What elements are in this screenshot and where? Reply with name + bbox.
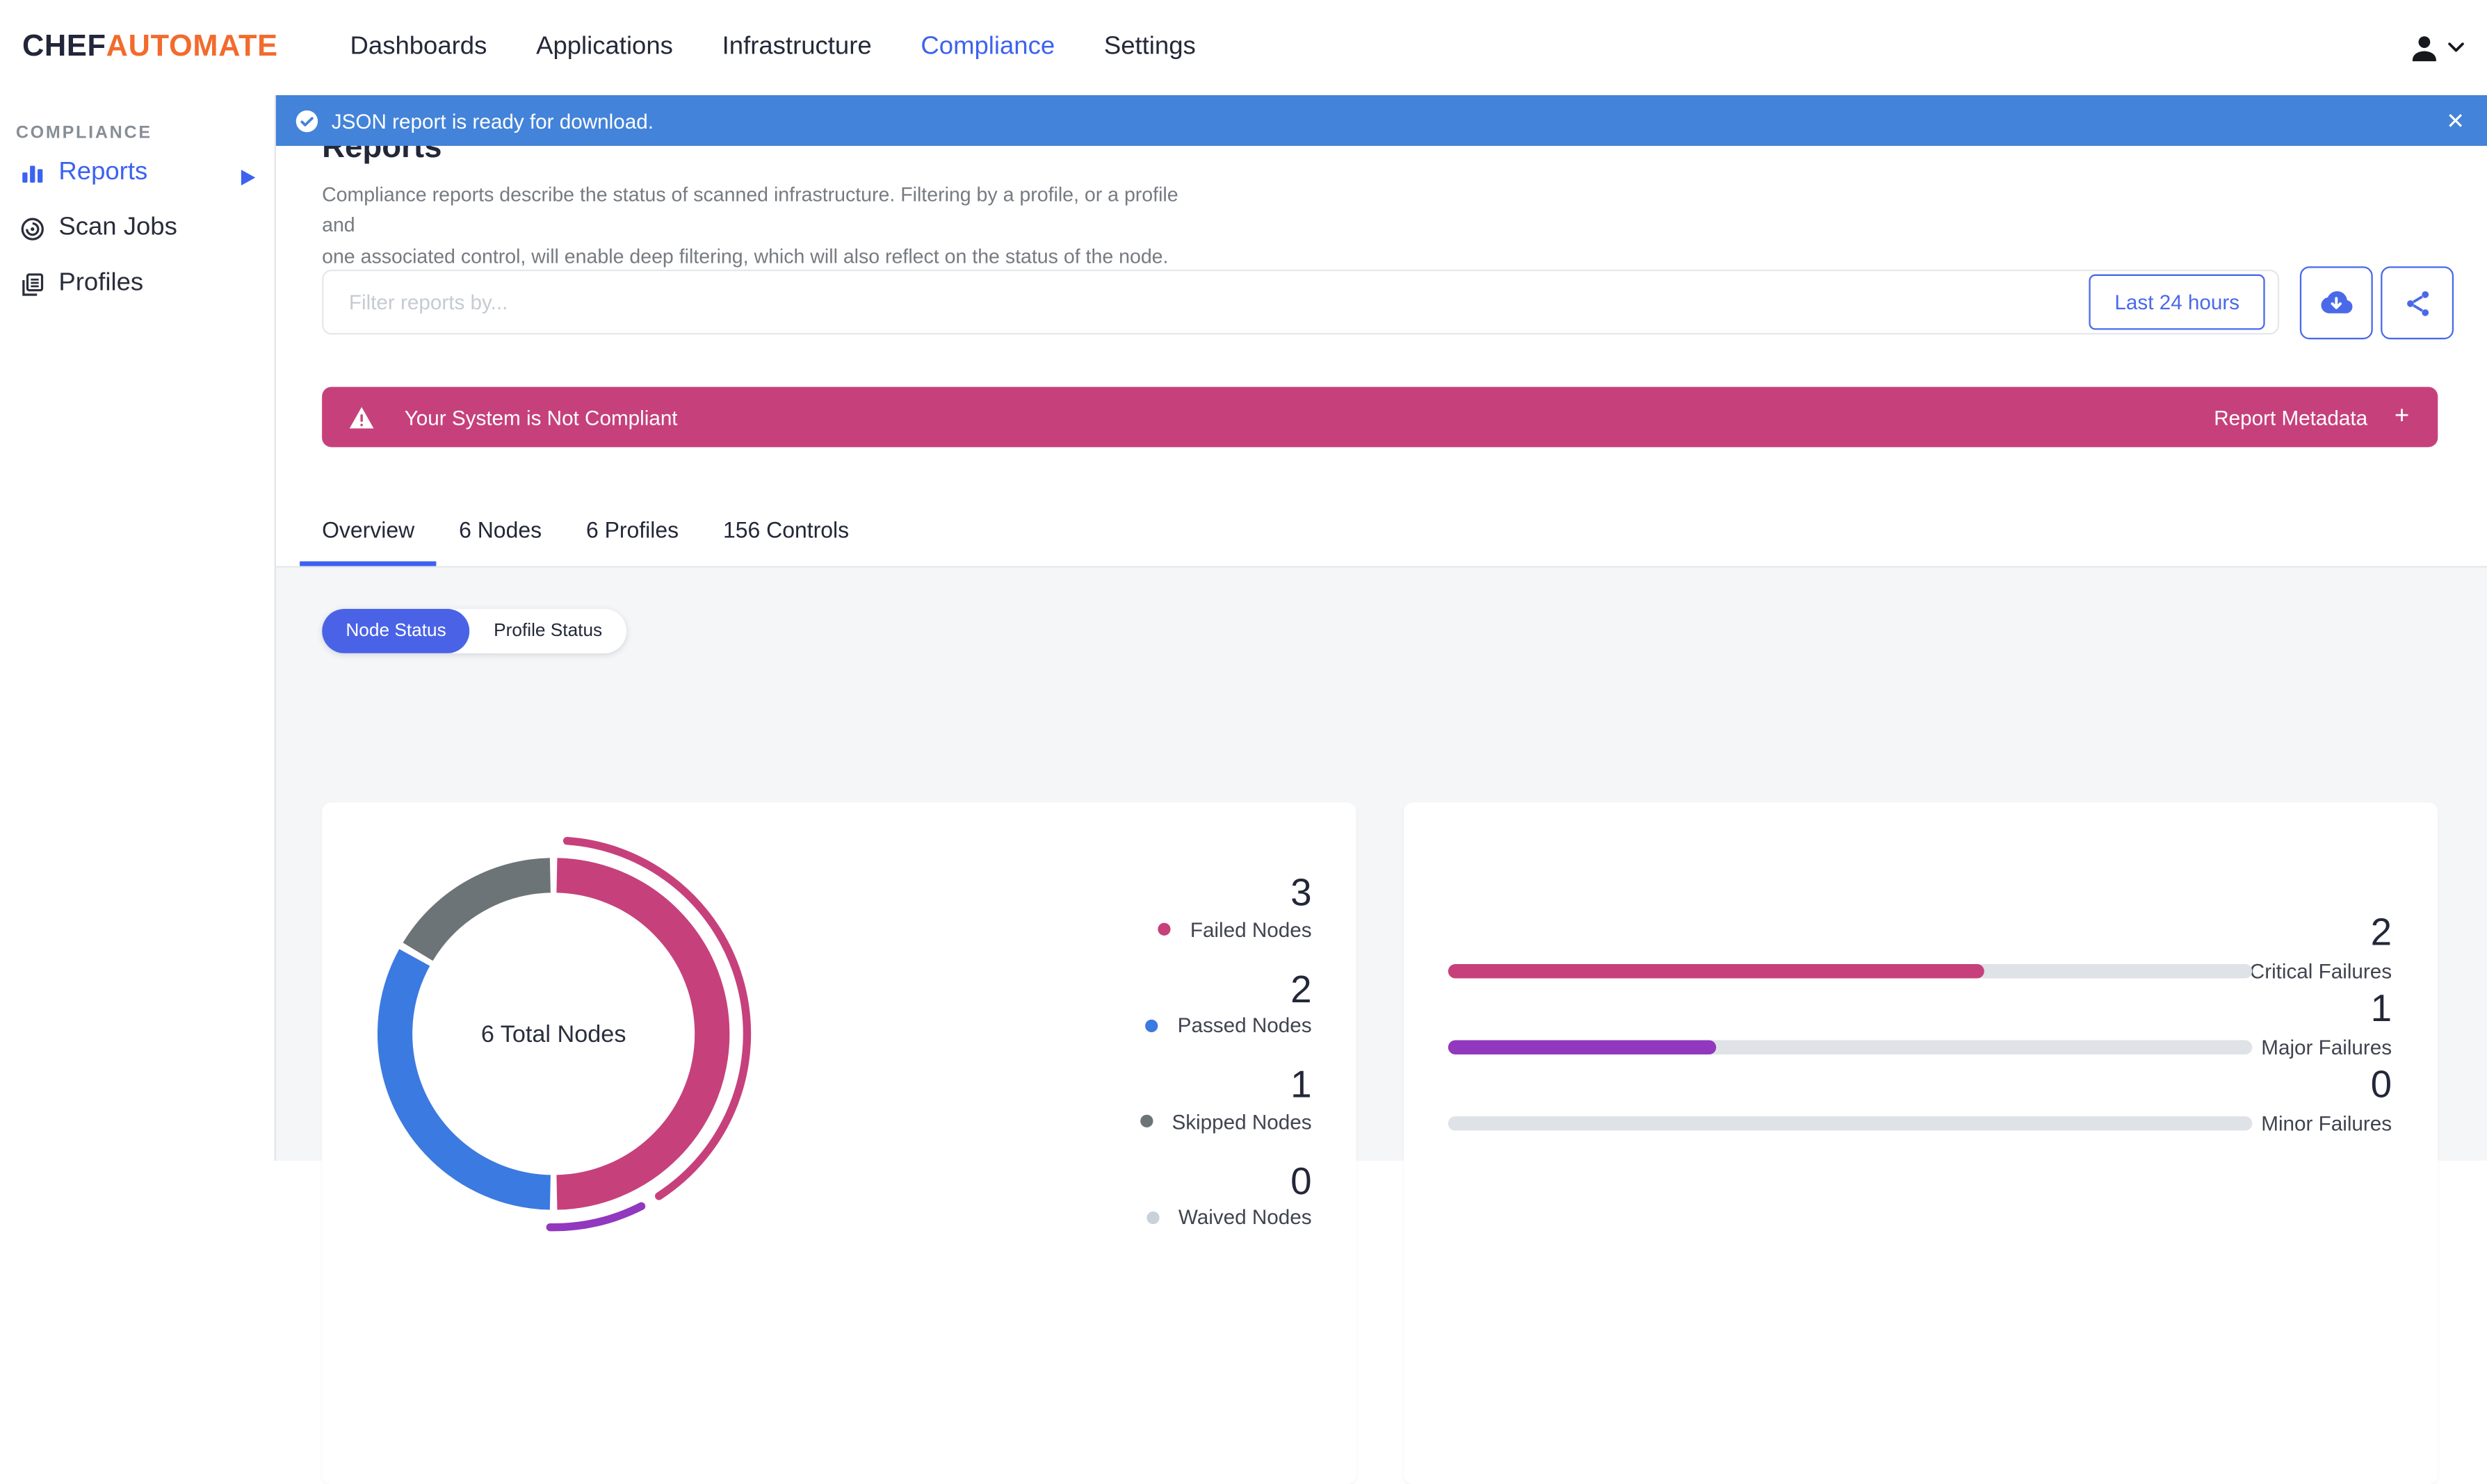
sidebar-section-label: COMPLIANCE (15, 123, 152, 143)
check-circle-icon (295, 108, 318, 132)
close-icon[interactable]: ✕ (2446, 108, 2465, 133)
tab-controls[interactable]: 156 Controls (722, 516, 850, 543)
plus-icon[interactable]: + (2394, 402, 2410, 430)
major-bar-fill (1448, 1040, 1717, 1055)
sidebar-item-scan-jobs[interactable]: Scan Jobs (0, 203, 275, 254)
share-icon (2402, 288, 2432, 318)
failed-dot-icon (1158, 922, 1172, 936)
nav-applications[interactable]: Applications (536, 33, 673, 60)
skipped-count: 1 (1290, 1064, 1312, 1107)
donut-legend: 3 Failed Nodes 2 Passed Nodes 1 Skipped … (1140, 872, 1312, 1257)
description-line-1: Compliance reports describe the status o… (322, 184, 1178, 237)
sidebar-item-reports[interactable]: Reports (0, 147, 275, 198)
minor-count: 0 (2370, 1063, 2392, 1107)
minor-bar-track (1448, 1116, 2253, 1131)
minor-label: Minor Failures (2261, 1111, 2392, 1136)
major-count: 1 (2370, 988, 2392, 1031)
passed-label: Passed Nodes (1177, 1013, 1312, 1038)
page-description: Compliance reports describe the status o… (322, 181, 1186, 273)
nav-dashboards[interactable]: Dashboards (350, 33, 487, 60)
time-range-button[interactable]: Last 24 hours (2089, 274, 2265, 330)
nav-settings[interactable]: Settings (1103, 33, 1196, 60)
waived-count: 0 (1290, 1160, 1312, 1203)
download-report-button[interactable] (2299, 266, 2373, 340)
logo-chef: CHEF (22, 30, 106, 64)
failed-count: 3 (1290, 872, 1312, 915)
major-bar-track (1448, 1040, 2253, 1055)
radar-icon (19, 215, 46, 242)
filter-input[interactable] (323, 288, 2089, 316)
alert-message: Your System is Not Compliant (404, 405, 678, 430)
node-status-pill[interactable]: Node Status (322, 609, 470, 653)
nav-infrastructure[interactable]: Infrastructure (722, 33, 872, 60)
chevron-down-icon (2447, 41, 2465, 54)
skipped-dot-icon (1140, 1115, 1153, 1128)
documents-icon (19, 270, 46, 297)
sidebar-item-label: Reports (58, 158, 148, 186)
tab-profiles[interactable]: 6 Profiles (585, 516, 679, 543)
critical-label: Critical Failures (2249, 959, 2392, 984)
passed-count: 2 (1290, 968, 1312, 1011)
waived-label: Waived Nodes (1178, 1205, 1312, 1230)
primary-nav: Dashboards Applications Infrastructure C… (325, 33, 1220, 62)
critical-bar-fill (1448, 964, 1984, 979)
passed-dot-icon (1146, 1019, 1159, 1032)
legend-item-passed: 2 Passed Nodes (1140, 968, 1312, 1037)
user-profile-icon (2408, 31, 2441, 64)
filter-bar: Last 24 hours (322, 269, 2280, 335)
chef-automate-logo[interactable]: CHEF AUTOMATE (22, 30, 278, 65)
node-status-card: 6 Total Nodes 3 Failed Nodes 2 Passed No… (322, 802, 1356, 1484)
cloud-download-icon (2319, 288, 2354, 317)
report-tabs: Overview 6 Nodes 6 Profiles 156 Controls (275, 503, 2487, 568)
tab-nodes[interactable]: 6 Nodes (459, 516, 542, 543)
report-metadata-toggle[interactable]: Report Metadata (2214, 405, 2368, 430)
failed-label: Failed Nodes (1190, 917, 1312, 942)
node-status-donut-chart[interactable]: 6 Total Nodes (348, 828, 760, 1240)
overview-panel: Node Status Profile Status 6 Total Nodes… (275, 567, 2487, 1484)
major-label: Major Failures (2261, 1035, 2392, 1059)
warning-triangle-icon (349, 405, 375, 429)
skipped-label: Skipped Nodes (1172, 1109, 1312, 1134)
main-content: Reports Compliance reports describe the … (275, 95, 2487, 1484)
notification-banner: JSON report is ready for download. ✕ (275, 95, 2487, 146)
status-toggle: Node Status Profile Status (322, 609, 626, 653)
sidebar-item-profiles[interactable]: Profiles (0, 259, 275, 309)
tab-overview[interactable]: Overview (300, 503, 437, 566)
logo-automate: AUTOMATE (106, 30, 278, 64)
nav-compliance[interactable]: Compliance (921, 33, 1055, 60)
legend-item-waived: 0 Waived Nodes (1140, 1160, 1312, 1230)
failures-severity-card: 2 Critical Failures 1 Major Failures 0 M… (1403, 802, 2438, 1484)
critical-count: 2 (2370, 911, 2392, 955)
critical-bar-track (1448, 964, 2253, 979)
sidebar-item-label: Profiles (58, 269, 144, 297)
sidebar: COMPLIANCE Reports Scan Jobs Profiles (0, 95, 276, 1161)
expand-arrow-icon[interactable] (241, 165, 256, 186)
share-report-button[interactable] (2381, 266, 2454, 340)
profile-status-pill[interactable]: Profile Status (469, 609, 626, 653)
notification-text: JSON report is ready for download. (331, 108, 654, 133)
sidebar-item-label: Scan Jobs (58, 213, 177, 241)
user-menu[interactable] (2408, 31, 2465, 64)
legend-item-skipped: 1 Skipped Nodes (1140, 1064, 1312, 1134)
minor-failures-row: 0 Minor Failures (1448, 1064, 2392, 1141)
compliance-alert: Your System is Not Compliant Report Meta… (322, 386, 2438, 448)
top-nav: CHEF AUTOMATE Dashboards Applications Inf… (0, 0, 2487, 95)
major-failures-row: 1 Major Failures (1448, 988, 2392, 1064)
critical-failures-row: 2 Critical Failures (1448, 912, 2392, 988)
description-line-2: one associated control, will enable deep… (322, 245, 1169, 268)
legend-item-failed: 3 Failed Nodes (1140, 872, 1312, 941)
bar-chart-icon (19, 159, 46, 186)
waived-dot-icon (1147, 1211, 1160, 1224)
